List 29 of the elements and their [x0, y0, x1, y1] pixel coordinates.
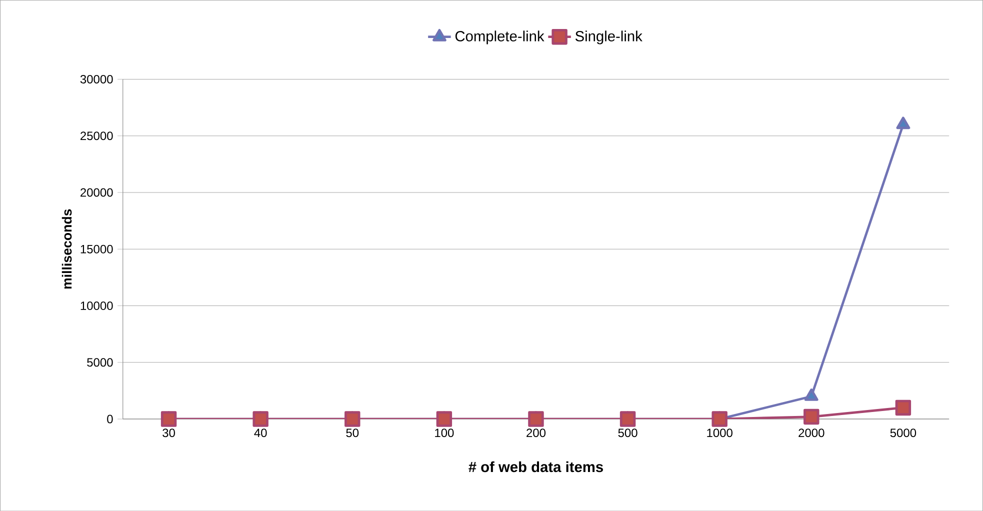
- x-tick-label: 200: [526, 428, 546, 438]
- y-tick-label: 15000: [80, 244, 113, 254]
- x-tick-label: 5000: [890, 428, 916, 438]
- point: [528, 411, 544, 427]
- point: [252, 411, 268, 427]
- x-tick-label: 500: [618, 428, 638, 438]
- x-tick-label: 30: [162, 428, 175, 438]
- y-tick-label: 0: [107, 414, 113, 424]
- y-tick-label: 25000: [80, 131, 113, 140]
- x-tick-label: 40: [254, 428, 267, 438]
- x-tick-label: 2000: [798, 428, 824, 438]
- point: [344, 411, 360, 427]
- x-tick-label: 100: [435, 428, 454, 438]
- y-axis-title: milliseconds: [62, 209, 72, 288]
- point: [895, 400, 912, 416]
- y-tick-label: 5000: [87, 358, 113, 367]
- point: [160, 411, 177, 427]
- legend-label: Complete-link: [455, 30, 544, 44]
- y-tick-label: 20000: [80, 188, 113, 197]
- y-tick-label: 30000: [80, 74, 113, 84]
- x-axis-title: # of web data items: [468, 461, 603, 472]
- x-tick-label: 1000: [707, 428, 732, 438]
- legend-label: Single-link: [575, 30, 642, 44]
- point: [436, 411, 452, 427]
- point: [712, 411, 728, 427]
- point: [804, 408, 820, 425]
- x-tick-label: 50: [346, 428, 359, 438]
- y-tick-label: 10000: [80, 301, 113, 310]
- point: [620, 411, 636, 427]
